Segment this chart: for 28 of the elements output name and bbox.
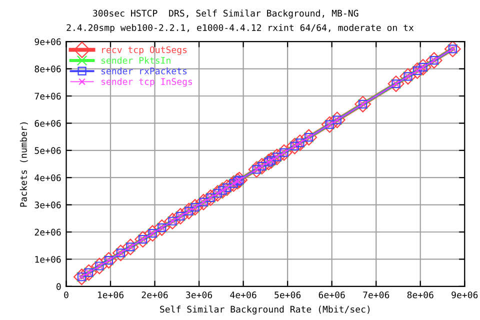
y-tick-label: 6e+06 [34, 120, 61, 127]
chart-subtitle: 2.4.20smp web100-2.2.1, e1000-4.4.12 rxint 64/64, moderate on tx [66, 24, 414, 33]
y-tick-label: 7e+06 [34, 92, 61, 100]
y-tick-label: 1e+06 [35, 256, 61, 263]
y-tick-label: 9e+06 [34, 38, 61, 46]
x-axis-title: Self Similar Background Rate (Mbit/sec) [160, 306, 370, 314]
x-tick-label: 5e+06 [274, 291, 301, 298]
legend-label: sender PktsIn [101, 56, 170, 64]
legend-label: sender rxPackets [101, 67, 187, 74]
y-tick-label: 4e+06 [34, 174, 61, 182]
x-tick-label: 8e+06 [407, 291, 434, 298]
y-tick-label: 3e+06 [34, 202, 61, 208]
y-tick-label: 0 [56, 283, 61, 290]
x-tick-label: 9e+06 [452, 291, 478, 298]
x-tick-label: 7e+06 [363, 291, 390, 298]
y-tick-label: 2e+06 [34, 228, 61, 236]
y-tick-label: 5e+06 [34, 147, 61, 154]
x-tick-label: 1e+06 [98, 291, 124, 298]
x-tick-label: 3e+06 [186, 291, 212, 298]
x-tick-label: 2e+06 [142, 291, 168, 298]
y-tick-label: 8e+06 [34, 66, 61, 72]
chart-title: 300sec HSTCP DRS, Self Similar Background, MB-NG [93, 10, 358, 18]
x-tick-label: 4e+06 [230, 291, 256, 298]
x-tick-label: 6e+06 [318, 291, 345, 298]
x-tick-label: 0 [64, 291, 68, 298]
legend-label: sender tcp InSegs [101, 78, 192, 87]
y-axis-title: Packets (number) [20, 122, 28, 207]
legend-label: recv tcp OutSegs [102, 46, 187, 55]
